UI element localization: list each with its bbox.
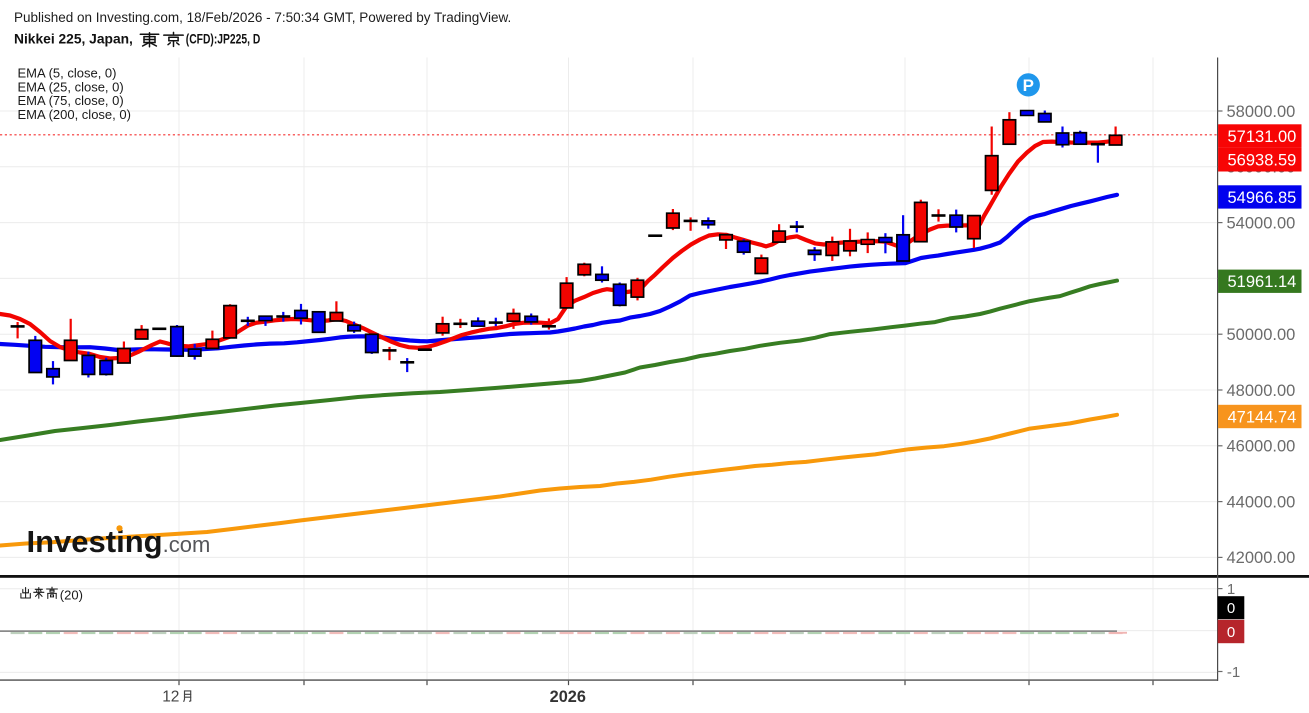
svg-text:0: 0 [1227,624,1235,641]
svg-text:44000.00: 44000.00 [1227,493,1296,511]
svg-text:54966.85: 54966.85 [1228,189,1297,207]
svg-text:51961.14: 51961.14 [1228,273,1297,291]
svg-text:47144.74: 47144.74 [1228,408,1297,426]
svg-text:1: 1 [1227,581,1235,598]
svg-text:EMA (75, close, 0): EMA (75, close, 0) [18,93,124,108]
svg-text:57131.00: 57131.00 [1228,128,1297,146]
svg-text:(20): (20) [60,587,83,602]
svg-text:EMA (200, close, 0): EMA (200, close, 0) [18,107,131,122]
svg-text:P: P [1023,76,1034,95]
svg-text:58000.00: 58000.00 [1227,103,1296,121]
svg-text:Nikkei 225, Japan,: Nikkei 225, Japan, [14,32,133,47]
svg-text:EMA (25, close, 0): EMA (25, close, 0) [18,79,124,94]
svg-text:2026: 2026 [550,688,586,706]
svg-text:Published on Investing.com, 18: Published on Investing.com, 18/Feb/2026 … [14,10,511,25]
svg-text:50000.00: 50000.00 [1227,326,1296,344]
svg-text:(CFD):JP225, D: (CFD):JP225, D [186,32,261,47]
svg-text:42000.00: 42000.00 [1227,549,1296,567]
svg-text:48000.00: 48000.00 [1227,382,1296,400]
svg-text:-1: -1 [1227,664,1240,681]
svg-text:56938.59: 56938.59 [1228,152,1297,170]
svg-text:12: 12 [162,689,179,706]
svg-text:54000.00: 54000.00 [1227,214,1296,232]
svg-text:46000.00: 46000.00 [1227,438,1296,456]
svg-text:EMA (5, close, 0): EMA (5, close, 0) [18,66,117,81]
svg-text:0: 0 [1227,600,1235,617]
